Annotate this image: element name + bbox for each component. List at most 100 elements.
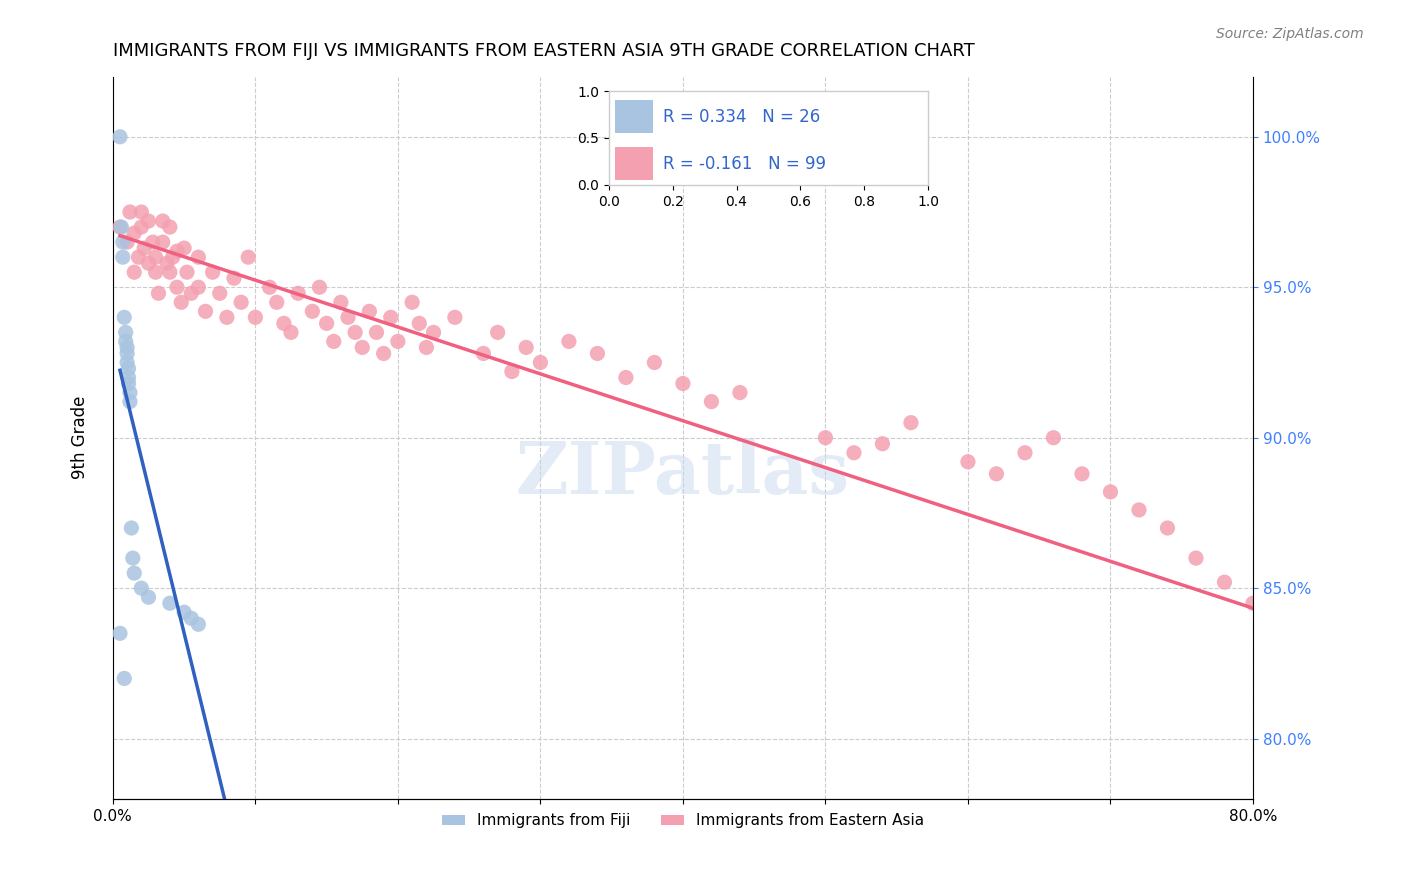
Point bbox=[501, 364, 523, 378]
Point bbox=[187, 280, 209, 294]
Point bbox=[315, 317, 337, 331]
Point bbox=[1213, 575, 1236, 590]
Point bbox=[308, 280, 330, 294]
Point bbox=[170, 295, 193, 310]
Point bbox=[287, 286, 309, 301]
Point bbox=[558, 334, 581, 349]
Point bbox=[108, 129, 131, 144]
Point bbox=[131, 581, 153, 595]
Point bbox=[115, 340, 138, 354]
Point bbox=[176, 265, 198, 279]
Point bbox=[131, 220, 153, 235]
Point bbox=[472, 346, 495, 360]
Point bbox=[373, 346, 395, 360]
Point bbox=[380, 310, 402, 325]
Text: IMMIGRANTS FROM FIJI VS IMMIGRANTS FROM EASTERN ASIA 9TH GRADE CORRELATION CHART: IMMIGRANTS FROM FIJI VS IMMIGRANTS FROM … bbox=[112, 42, 974, 60]
Point bbox=[142, 235, 165, 249]
Point bbox=[956, 455, 979, 469]
Point bbox=[259, 280, 281, 294]
Point bbox=[159, 220, 181, 235]
Point bbox=[138, 591, 160, 605]
Point bbox=[122, 226, 145, 240]
Point bbox=[138, 214, 160, 228]
Point bbox=[120, 521, 142, 535]
Point bbox=[700, 394, 723, 409]
Point bbox=[152, 214, 174, 228]
Point bbox=[842, 446, 865, 460]
Point bbox=[337, 310, 360, 325]
Point bbox=[366, 326, 388, 340]
Point bbox=[1313, 626, 1336, 640]
Y-axis label: 9th Grade: 9th Grade bbox=[72, 396, 89, 479]
Point bbox=[872, 436, 894, 450]
Point bbox=[115, 355, 138, 369]
Point bbox=[672, 376, 695, 391]
Point bbox=[115, 235, 138, 249]
Point bbox=[187, 617, 209, 632]
Point bbox=[280, 326, 302, 340]
Point bbox=[159, 265, 181, 279]
Point bbox=[1241, 596, 1264, 610]
Point bbox=[156, 256, 179, 270]
Point bbox=[111, 250, 134, 264]
Point bbox=[1341, 648, 1364, 662]
Point bbox=[134, 241, 156, 255]
Point bbox=[301, 304, 323, 318]
Point bbox=[529, 355, 551, 369]
Point bbox=[187, 250, 209, 264]
Point bbox=[1369, 672, 1392, 686]
Point bbox=[180, 286, 202, 301]
Point bbox=[1042, 431, 1064, 445]
Point bbox=[117, 376, 139, 391]
Point bbox=[986, 467, 1008, 481]
Point bbox=[138, 256, 160, 270]
Point bbox=[215, 310, 238, 325]
Point bbox=[162, 250, 184, 264]
Point bbox=[1099, 484, 1122, 499]
Point bbox=[1014, 446, 1036, 460]
Point bbox=[111, 235, 134, 249]
Point bbox=[180, 611, 202, 625]
Legend: Immigrants from Fiji, Immigrants from Eastern Asia: Immigrants from Fiji, Immigrants from Ea… bbox=[436, 807, 931, 835]
Point bbox=[422, 326, 444, 340]
Point bbox=[194, 304, 217, 318]
Point bbox=[1185, 551, 1208, 566]
Point bbox=[114, 334, 136, 349]
Point bbox=[112, 672, 135, 686]
Text: ZIPatlas: ZIPatlas bbox=[516, 438, 851, 509]
Point bbox=[222, 271, 245, 285]
Point bbox=[1399, 686, 1406, 700]
Point bbox=[118, 394, 141, 409]
Point bbox=[173, 241, 195, 255]
Point bbox=[229, 295, 252, 310]
Point bbox=[728, 385, 751, 400]
Point bbox=[122, 566, 145, 581]
Point bbox=[118, 385, 141, 400]
Point bbox=[387, 334, 409, 349]
Point bbox=[245, 310, 267, 325]
Point bbox=[128, 250, 150, 264]
Point bbox=[515, 340, 537, 354]
Text: Source: ZipAtlas.com: Source: ZipAtlas.com bbox=[1216, 27, 1364, 41]
Point bbox=[238, 250, 260, 264]
Point bbox=[273, 317, 295, 331]
Point bbox=[614, 370, 637, 384]
Point bbox=[145, 250, 167, 264]
Point bbox=[152, 235, 174, 249]
Point bbox=[117, 361, 139, 376]
Point bbox=[166, 280, 188, 294]
Point bbox=[1270, 611, 1292, 625]
Point bbox=[159, 596, 181, 610]
Point bbox=[121, 551, 143, 566]
Point bbox=[122, 265, 145, 279]
Point bbox=[329, 295, 352, 310]
Point bbox=[114, 326, 136, 340]
Point bbox=[166, 244, 188, 259]
Point bbox=[1071, 467, 1094, 481]
Point bbox=[145, 265, 167, 279]
Point bbox=[112, 310, 135, 325]
Point bbox=[201, 265, 224, 279]
Point bbox=[359, 304, 381, 318]
Point bbox=[486, 326, 509, 340]
Point bbox=[408, 317, 430, 331]
